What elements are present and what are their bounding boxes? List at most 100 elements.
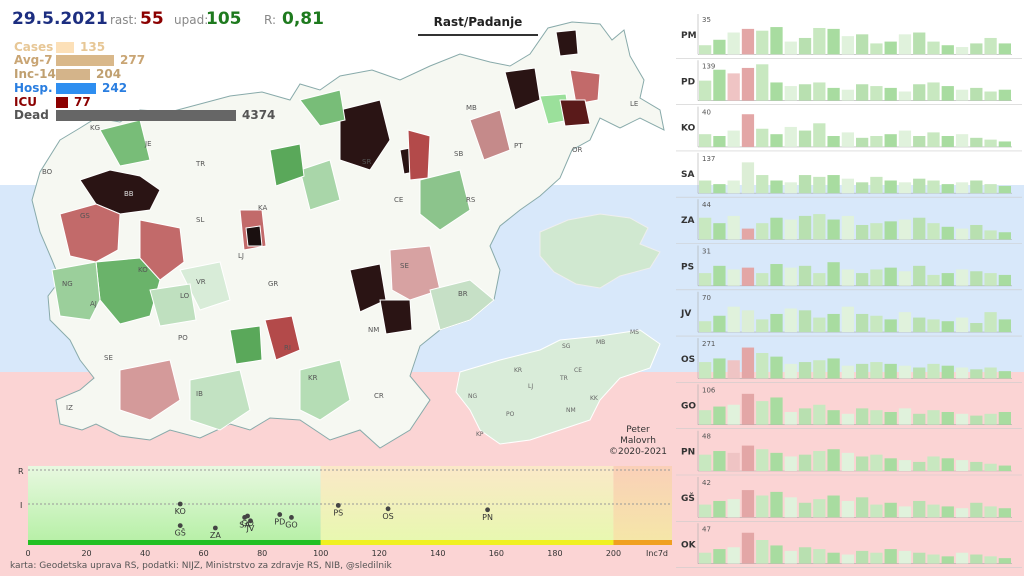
scatter-point-ZA — [212, 525, 218, 531]
zone-bar-mid — [320, 540, 614, 545]
x-tick-label: 80 — [257, 549, 267, 558]
author-line: Peter — [626, 425, 650, 435]
map-label: CE — [394, 196, 403, 204]
x-tick-label: 0 — [25, 549, 30, 558]
inset-label-group: SG MB MS KR CE LJ TR NG PO NM KK KP — [468, 329, 639, 438]
upad-label: upad: — [174, 13, 209, 27]
map-label: IB — [196, 390, 203, 398]
inset-label: KP — [476, 431, 484, 438]
inset-label: TR — [559, 375, 568, 382]
map-label: PT — [514, 142, 523, 150]
inset-label: KK — [590, 395, 599, 402]
x-tick-label: 120 — [372, 549, 387, 558]
x-tick-label: 100 — [313, 549, 328, 558]
scatter-label: PS — [333, 508, 343, 517]
x-tick-label: 140 — [430, 549, 445, 558]
map-label: RI — [284, 344, 291, 352]
map-label: MB — [466, 104, 477, 112]
map-label: GR — [268, 280, 278, 288]
legend-value: 77 — [74, 95, 91, 109]
legend-bar — [56, 42, 74, 53]
map-label: SL — [196, 216, 204, 224]
legend-bar — [56, 110, 236, 121]
y-tick-label: R — [18, 467, 24, 476]
x-tick-label: 60 — [199, 549, 209, 558]
map-label: SE — [104, 354, 113, 362]
legend-label: Avg-7 — [14, 53, 53, 67]
map-label: IZ — [66, 404, 73, 412]
scatter-point-GŠ — [177, 523, 183, 528]
legend-label: Cases — [14, 40, 54, 54]
legend-label: Hosp. — [14, 81, 53, 95]
inset-label: SG — [562, 343, 571, 350]
scatter-label: GŠ — [175, 527, 186, 538]
scatter-label: OS — [382, 512, 393, 521]
legend-bar — [56, 69, 90, 80]
author-line: Malovrh — [620, 436, 656, 446]
zone-mid — [320, 466, 614, 540]
inset-label: NG — [468, 393, 477, 400]
map-label: OR — [572, 146, 583, 154]
author-credit: Peter Malovrh ©2020-2021 — [598, 425, 678, 458]
scatter-label: GO — [285, 520, 298, 529]
scatter-point-PD — [277, 512, 283, 517]
map-label: VR — [196, 278, 206, 286]
legend-bar — [56, 55, 114, 66]
zone-bar-high — [613, 540, 672, 545]
legend-value: 204 — [96, 67, 122, 81]
map-label: KG — [90, 124, 100, 132]
map-label: NG — [62, 280, 73, 288]
header-stats: 29.5.2021 rast: 55 upad: 105 R: 0,81 — [0, 0, 680, 30]
x-tick-label: 40 — [140, 549, 150, 558]
scatter-label: ZA — [210, 531, 221, 540]
map-label: KR — [308, 374, 318, 382]
map-label: SB — [454, 150, 463, 158]
scatter-point-GO — [289, 515, 294, 520]
inset-map-outline-bottom — [455, 329, 661, 445]
legend-bar — [56, 97, 68, 108]
inset-label: CE — [574, 367, 582, 374]
map-regions — [51, 29, 601, 431]
map-label: BO — [42, 168, 53, 176]
inset-map-outline-top — [539, 213, 661, 289]
map-label-group: KG JE BO BB TR GS KA SL KO LJ IZ NG AJ L… — [42, 100, 638, 412]
inset-label: MS — [630, 329, 639, 336]
legend-value: 277 — [120, 53, 146, 67]
zone-bar-low — [28, 540, 321, 545]
author-line: ©2020-2021 — [608, 447, 668, 457]
rast-value: 55 — [140, 9, 164, 29]
upad-value: 105 — [206, 9, 242, 29]
scatter-point-KO — [177, 501, 183, 507]
legend-label: ICU — [14, 95, 38, 109]
rast-padanje-toggle[interactable]: Rast/Padanje — [418, 12, 538, 36]
date-label: 29.5.2021 — [12, 9, 108, 29]
legend-value: 4374 — [242, 108, 276, 122]
scatter-point-PN — [485, 507, 490, 513]
inset-label: MB — [596, 339, 605, 346]
inset-label: KR — [514, 367, 522, 374]
scatter-point-GO — [245, 513, 250, 519]
zone-low — [28, 466, 321, 540]
map-label: PO — [178, 334, 188, 342]
legend-label: Dead — [14, 108, 49, 122]
legend-value: 135 — [80, 40, 106, 54]
map-label: TR — [195, 160, 205, 168]
scatter-label: JV — [246, 524, 255, 533]
map-label: SR — [362, 158, 371, 166]
map-label: LJ — [238, 252, 244, 260]
map-label: CR — [374, 392, 384, 400]
x-tick-label: 160 — [489, 549, 504, 558]
y-tick-label: I — [20, 501, 22, 510]
map-label: BB — [124, 190, 134, 198]
map-label: SE — [400, 262, 409, 270]
zone-high — [613, 466, 672, 540]
x-axis-label: Inc7d — [646, 549, 668, 558]
scatter-chart: R I 0 20 40 60 80 100 120 140 160 180 200 Inc7d KO GŠ ZA… — [18, 466, 672, 558]
x-tick-label: 180 — [547, 549, 562, 558]
scatter-label: PD — [274, 518, 285, 527]
scatter-label: PN — [482, 513, 493, 522]
map-label: KA — [258, 204, 267, 212]
slovenia-map: KG JE BO BB TR GS KA SL KO LJ IZ NG AJ L… — [31, 21, 665, 449]
inset-label: LJ — [528, 383, 533, 390]
scatter-label: GO — [241, 519, 254, 528]
